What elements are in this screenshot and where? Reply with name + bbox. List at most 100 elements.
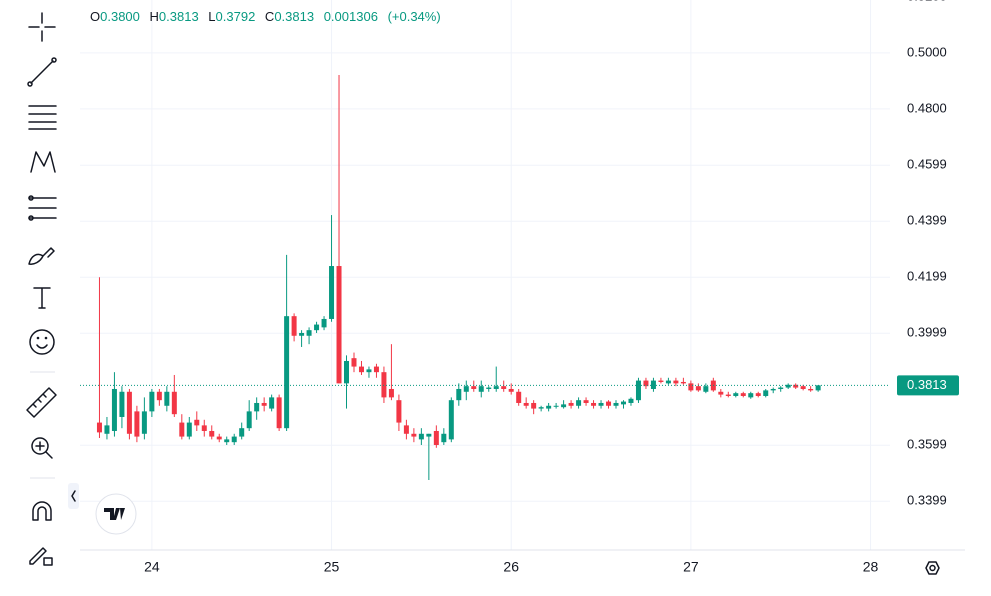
collapse-toolbar[interactable] [68,483,79,509]
candle-body [373,366,379,373]
change-percent: (+0.34%) [388,9,441,24]
candle-body [164,391,170,406]
trend-line-tool[interactable] [27,57,57,87]
magnet-tool[interactable] [32,501,52,521]
candle-body [576,400,582,406]
candle-body [740,393,746,396]
last-price-badge [897,375,959,396]
candle-body [553,405,559,407]
candle-body [231,436,237,443]
x-tick-label: 24 [144,559,160,575]
candle-body [179,422,185,437]
x-tick-label: 27 [683,559,699,575]
candle-body [306,330,312,336]
candle-body [568,402,574,406]
candle-body [785,384,791,388]
candle-body [516,391,522,403]
candle-body [336,266,342,384]
candle-body [261,402,267,406]
candle-body [620,401,626,405]
candle-body [800,386,806,389]
candle-body [538,407,544,409]
prediction-tool[interactable] [28,195,57,221]
change-value: 0.001306 [324,9,378,24]
candle-body [748,393,754,398]
candle-body [104,425,110,434]
zoom-tool[interactable] [31,437,53,459]
candle-body [725,394,731,396]
candle-body [388,388,394,398]
text-tool[interactable] [33,287,51,309]
candle-body [344,360,350,384]
candle-body [680,381,686,384]
candle-body [448,400,454,440]
settings-button[interactable] [925,561,940,575]
candle-body [141,411,147,434]
candle-body [149,391,155,412]
candle-body [299,332,305,336]
logo [95,493,137,535]
lock-draw-tool[interactable] [29,547,53,566]
candle-body [314,324,320,331]
candle-body [209,430,215,437]
candle-body [456,388,462,401]
candle-body [688,383,694,391]
candle-body [658,380,664,382]
candle-body [291,316,297,336]
candle-body [254,402,260,412]
axes: 0.5200 0.5000 0.4800 0.4599 0.4399 0.4199 0.39… [144,0,959,575]
toolbar [26,12,79,566]
candle-body [411,433,417,437]
candle-body [351,358,357,367]
candle-body [486,387,492,389]
candle-body [471,386,477,389]
candle-body [643,380,649,387]
y-tick-label: 0.4599 [907,157,947,172]
candle-body [396,400,402,423]
candle-body [523,402,529,406]
candle-body [284,316,290,429]
y-tick-label: 0.3999 [907,325,947,340]
candle-body [793,384,799,388]
candle-body [403,425,409,434]
candle-body [778,387,784,389]
candle-body [733,393,739,396]
candle-body [126,391,132,434]
candle-body [216,436,222,440]
fib-tool[interactable] [28,105,57,130]
candle-body [358,366,364,373]
candle-body [224,439,230,443]
candle-body [96,422,102,433]
y-tick-label: 0.5000 [907,44,947,59]
candle-body [606,401,612,406]
candle-body [441,433,447,443]
candle-body [433,430,439,445]
x-tick-label: 28 [863,559,879,575]
candle-body [808,388,814,391]
candle-body [276,397,282,429]
emoji-tool[interactable] [29,329,55,355]
ruler-tool[interactable] [26,387,57,418]
crosshair-tool[interactable] [28,12,56,42]
x-tick-label: 26 [503,559,519,575]
y-tick-label: 0.4199 [907,269,947,284]
brush-tool[interactable] [28,247,55,265]
pattern-tool[interactable] [30,151,56,173]
candle-body [635,380,641,401]
candle-body [119,391,125,417]
candle-body [418,433,424,440]
candle-body [718,391,724,395]
candle-body [755,393,761,396]
y-tick-label: 0.3599 [907,437,947,452]
candle-body [628,398,634,403]
candle-body [201,425,207,431]
candle-body [426,433,432,437]
candle-body [561,404,567,408]
y-tick-label: 0.3399 [907,493,947,508]
candle-body [650,380,656,389]
x-tick-label: 25 [324,559,340,575]
candle-body [321,318,327,328]
candle-body [171,391,177,415]
